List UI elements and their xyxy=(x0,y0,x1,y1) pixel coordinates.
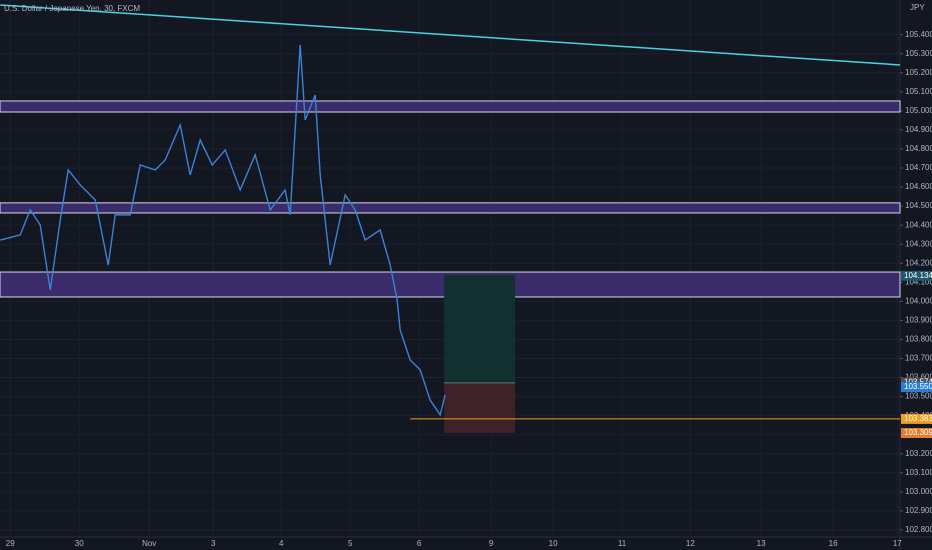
y-tick-label: 105.200 xyxy=(905,68,932,77)
price-tag-label: 103.383 xyxy=(904,414,932,423)
trendline xyxy=(0,4,901,66)
y-tick-label: 103.500 xyxy=(905,392,932,401)
y-tick-label: 102.800 xyxy=(905,525,932,534)
zone xyxy=(0,100,901,113)
y-tick-label: 104.700 xyxy=(905,163,932,172)
y-tick-label: 102.900 xyxy=(905,506,932,515)
price-tag xyxy=(901,413,932,424)
x-tick-label: 13 xyxy=(757,539,766,548)
y-tick-label: 105.300 xyxy=(905,49,932,58)
y-tick-label: 104.600 xyxy=(905,182,932,191)
x-tick-label: 9 xyxy=(489,539,494,548)
price-line xyxy=(0,44,446,417)
price-tag xyxy=(901,382,932,393)
x-tick-label: 17 xyxy=(893,539,902,548)
y-tick-label: 105.000 xyxy=(905,106,932,115)
y-tick-label: 103.800 xyxy=(905,335,932,344)
y-tick-label: 104.400 xyxy=(905,220,932,229)
x-tick-label: Nov xyxy=(142,539,156,548)
profit-zone xyxy=(444,274,516,383)
loss-zone xyxy=(444,382,516,433)
x-tick-label: 11 xyxy=(618,539,627,548)
y-tick-label: 104.800 xyxy=(905,144,932,153)
currency-label: JPY xyxy=(910,3,925,12)
x-tick-label: 12 xyxy=(686,539,695,548)
y-tick-label: 103.900 xyxy=(905,316,932,325)
y-tick-label: 105.100 xyxy=(905,87,932,96)
price-tag-label: 103.550 xyxy=(904,382,932,391)
y-tick-label: 105.400 xyxy=(905,30,932,39)
zone xyxy=(0,202,901,214)
y-tick-label: 104.500 xyxy=(905,201,932,210)
y-tick-label: 103.000 xyxy=(905,487,932,496)
y-tick-label: 103.100 xyxy=(905,468,932,477)
y-tick-label: 103.600 xyxy=(905,373,932,382)
x-tick-label: 29 xyxy=(6,539,15,548)
price-tag-label: 103.309 xyxy=(904,428,932,437)
x-tick-label: 16 xyxy=(829,539,838,548)
price-tag xyxy=(901,270,932,281)
x-tick-label: 4 xyxy=(279,539,284,548)
price-tag-label: 104.134 xyxy=(904,271,932,280)
x-tick-label: 30 xyxy=(75,539,84,548)
x-tick-label: 10 xyxy=(549,539,558,548)
y-tick-label: 104.300 xyxy=(905,239,932,248)
x-tick-label: 3 xyxy=(211,539,216,548)
y-tick-label: 104.200 xyxy=(905,258,932,267)
y-tick-label: 104.000 xyxy=(905,296,932,305)
y-tick-label: 103.200 xyxy=(905,449,932,458)
y-tick-label: 103.700 xyxy=(905,354,932,363)
chart-title: U.S. Dollar / Japanese Yen, 30, FXCM xyxy=(4,4,140,13)
x-tick-label: 5 xyxy=(348,539,353,548)
y-tick-label: 104.900 xyxy=(905,125,932,134)
y-tick-label: 104.100 xyxy=(905,277,932,286)
price-tag xyxy=(901,427,932,438)
x-tick-label: 6 xyxy=(417,539,422,548)
